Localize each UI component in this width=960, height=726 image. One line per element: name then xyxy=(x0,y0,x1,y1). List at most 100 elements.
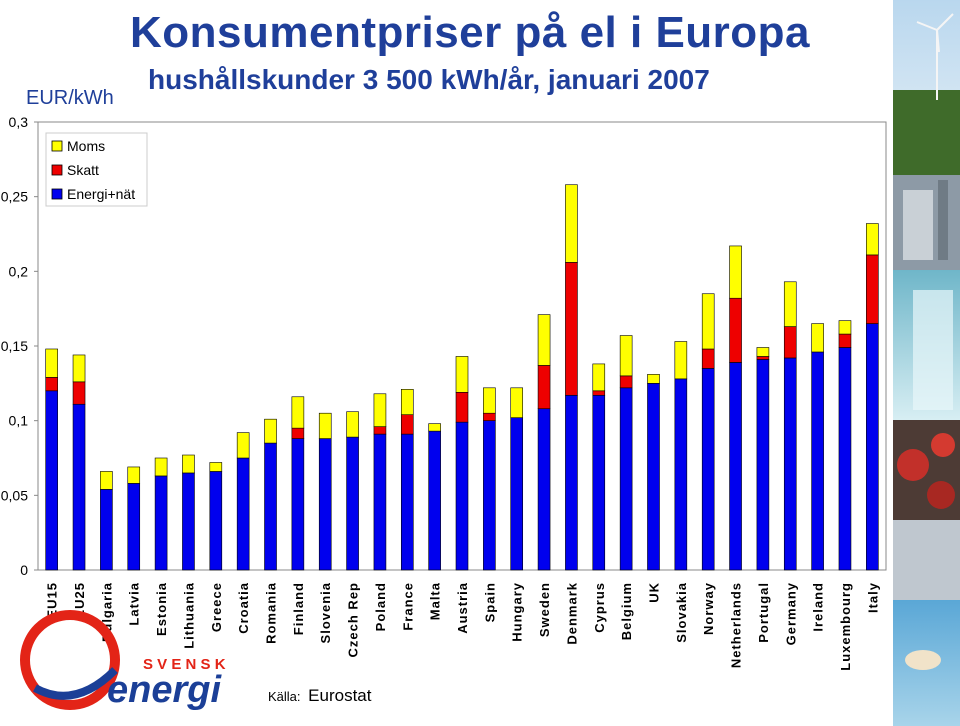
x-tick-label: Malta xyxy=(428,582,443,620)
bar-skatt-eu15 xyxy=(45,377,58,392)
x-tick-label: Portugal xyxy=(756,582,771,643)
bar-moms-germany xyxy=(783,281,797,327)
bar-skatt-sweden xyxy=(537,365,551,410)
bar-moms-slovakia xyxy=(674,341,688,380)
bar-energi-romania xyxy=(264,442,277,571)
x-tick-label: Luxembourg xyxy=(838,582,853,671)
x-tick-label: Finland xyxy=(291,582,306,635)
y-tick-label: 0,2 xyxy=(9,263,29,279)
bar-moms-italy xyxy=(866,223,879,256)
x-tick-label: Czech Rep xyxy=(346,582,361,657)
x-tick-label: UK xyxy=(646,582,661,603)
bar-energi-czech-rep xyxy=(346,436,359,571)
legend: Moms Skatt Energi+nät xyxy=(45,132,148,207)
bar-moms-netherlands xyxy=(729,245,742,299)
bar-energi-france xyxy=(400,433,414,571)
bar-energi-finland xyxy=(291,438,305,571)
bar-moms-slovenia xyxy=(318,412,332,439)
x-tick-label: Norway xyxy=(701,582,716,635)
bar-energi-latvia xyxy=(127,483,141,571)
bar-moms-ireland xyxy=(811,323,824,353)
bar-skatt-finland xyxy=(291,427,305,439)
bar-skatt-luxembourg xyxy=(838,333,852,348)
x-tick-label: Greece xyxy=(209,582,224,632)
bar-energi-eu25 xyxy=(72,403,86,571)
x-tick-label: Netherlands xyxy=(729,582,744,668)
bar-moms-uk xyxy=(647,374,660,384)
decorative-photos xyxy=(893,0,960,726)
bar-moms-estonia xyxy=(154,457,168,477)
bar-energi-denmark xyxy=(565,394,578,571)
x-tick-label: Croatia xyxy=(236,582,251,634)
x-tick-label: Spain xyxy=(482,582,497,622)
price-chart: 00,050,10,150,20,250,3 EU15 EU25 Bulgaria L… xyxy=(1,114,887,671)
bar-energi-malta xyxy=(428,430,441,571)
bar-energi-cyprus xyxy=(592,394,606,571)
source-label: Källa: xyxy=(268,689,301,704)
bar-energi-portugal xyxy=(756,359,770,571)
bar-skatt-netherlands xyxy=(729,297,742,363)
x-axis-labels: EU15 EU25 Bulgaria Latvia Estonia Lithuania Gr… xyxy=(45,582,881,671)
bar-moms-lithuania xyxy=(182,454,195,474)
x-tick-label: Italy xyxy=(865,582,880,613)
bar-energi-italy xyxy=(866,323,879,571)
photo-office xyxy=(893,520,960,600)
bar-skatt-spain xyxy=(483,412,496,421)
bar-moms-poland xyxy=(373,393,387,427)
y-tick-label: 0,3 xyxy=(9,114,29,130)
chart-title: Konsumentpriser på el i Europa xyxy=(129,8,811,57)
bar-skatt-belgium xyxy=(619,375,633,389)
bar-energi-netherlands xyxy=(729,362,742,571)
bar-energi-germany xyxy=(783,357,797,571)
bar-energi-spain xyxy=(483,420,496,571)
bar-energi-bulgaria xyxy=(100,489,113,571)
bar-moms-norway xyxy=(701,293,715,350)
bar-energi-estonia xyxy=(154,475,168,571)
bar-moms-luxembourg xyxy=(838,320,852,335)
bar-moms-latvia xyxy=(127,466,141,484)
x-tick-label: Cyprus xyxy=(592,582,607,633)
bars xyxy=(45,184,879,571)
source-name: Eurostat xyxy=(308,686,372,705)
legend-swatch-skatt xyxy=(51,164,63,176)
svensk-energi-logo: S V E N S K energi xyxy=(15,600,245,720)
bar-skatt-portugal xyxy=(756,356,770,360)
bar-moms-sweden xyxy=(537,314,551,366)
bar-moms-croatia xyxy=(236,432,250,459)
bar-energi-austria xyxy=(455,421,469,571)
chart-subtitle: hushållskunder 3 500 kWh/år, januari 200… xyxy=(148,64,710,95)
x-tick-label: Latvia xyxy=(127,582,142,626)
y-tick-label: 0,05 xyxy=(1,487,28,503)
bar-energi-eu15 xyxy=(45,390,58,571)
bar-skatt-germany xyxy=(783,326,797,359)
bar-skatt-norway xyxy=(701,348,715,369)
legend-box xyxy=(45,132,148,207)
y-tick-label: 0,15 xyxy=(1,338,28,354)
side-photo-strip xyxy=(893,0,960,726)
source-note: Källa: Eurostat xyxy=(268,686,371,706)
bar-moms-romania xyxy=(264,418,277,444)
bar-energi-slovakia xyxy=(674,378,688,571)
bar-skatt-denmark xyxy=(565,262,578,396)
x-tick-label: Lithuania xyxy=(181,582,196,649)
bar-moms-eu15 xyxy=(45,348,58,378)
bar-moms-spain xyxy=(483,387,496,414)
x-tick-label: Romania xyxy=(264,582,279,644)
bar-moms-france xyxy=(400,389,414,415)
x-tick-label: Sweden xyxy=(537,582,552,637)
bar-energi-uk xyxy=(647,383,660,571)
legend-swatch-energi xyxy=(51,188,63,200)
x-tick-label: Estonia xyxy=(154,582,169,636)
bar-moms-denmark xyxy=(565,184,578,263)
bar-moms-hungary xyxy=(510,387,524,418)
legend-label-skatt: Skatt xyxy=(67,162,99,178)
y-tick-label: 0,1 xyxy=(9,413,29,429)
bar-moms-greece xyxy=(209,462,223,472)
y-axis: 0 0,05 0,1 0,15 0,2 0,25 0,3 xyxy=(1,114,38,578)
legend-swatch-moms xyxy=(51,140,63,152)
x-tick-label: Germany xyxy=(783,582,798,645)
bar-energi-poland xyxy=(373,433,387,571)
bar-moms-cyprus xyxy=(592,363,606,392)
bar-energi-belgium xyxy=(619,387,633,571)
y-axis-unit: EUR/kWh xyxy=(26,87,114,109)
